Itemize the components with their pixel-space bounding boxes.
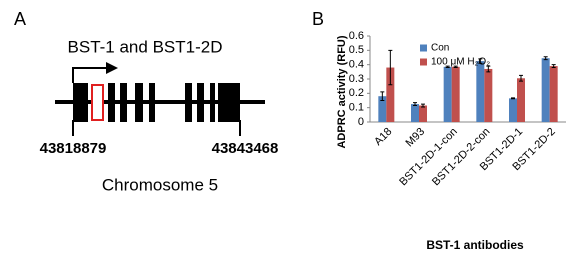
error-bar [445,65,450,69]
exon-highlight [91,84,104,121]
panel-label: B [312,9,324,29]
y-tick-label: 0.4 [349,59,364,71]
x-tick-label: A18 [372,126,394,148]
bar [443,66,452,122]
error-bar [388,49,393,86]
y-tick-label: 0 [358,116,364,128]
y-tick-label: 0.2 [349,87,364,99]
exon [135,83,143,122]
y-tick-label: 0.5 [349,44,364,56]
y-tick-label: 0.3 [349,73,364,85]
panel-b: B ADPRC activity (RFU) BST-1 antibodies … [312,9,566,252]
legend-label: Con [431,43,449,54]
chromosome-label: Chromosome 5 [102,175,218,194]
error-bar [413,102,417,107]
y-axis-title: ADPRC activity (RFU) [336,35,348,148]
x-tick-label: M93 [404,126,428,150]
bar [419,105,427,122]
y-tick-label: 0.1 [349,102,364,114]
exon [210,83,215,122]
legend-label: 100 μM H₂O₂ [431,57,490,68]
y-tick-label: 0.6 [349,30,364,42]
exon [120,83,127,122]
bar [378,96,387,122]
exon [73,83,88,122]
bar [411,104,419,122]
gene-title: BST-1 and BST1-2D [68,37,223,56]
legend-swatch [420,58,427,66]
panel-label: A [14,9,26,29]
bar [451,66,460,122]
bar [549,66,558,122]
bar [386,67,395,122]
error-bar [380,91,385,101]
panel-a: A BST-1 and BST1-2D 43818879 43843468 Ch… [14,9,278,195]
tss-arrowhead [106,62,118,74]
exon [197,83,204,122]
bar [541,58,550,122]
error-bar [421,103,425,108]
bar [476,61,485,122]
error-bar [519,74,523,82]
exon [218,83,240,122]
bar [484,68,493,122]
error-bar [486,65,491,73]
exon [149,83,155,122]
error-bar [543,56,548,61]
x-tick-label: BST1-2D-1-con [397,126,460,189]
bar [509,98,517,122]
end-coordinate: 43843468 [212,140,279,157]
legend-swatch [420,44,427,52]
error-bar [478,58,483,64]
tss-arrow [72,67,108,83]
x-tick-label: BST1-2D-2-con [430,126,493,189]
error-bar [551,64,556,69]
exon [108,83,115,122]
exon [185,83,192,122]
error-bar [453,65,458,69]
error-bar [511,97,515,100]
x-axis-title: BST-1 antibodies [426,238,524,252]
bar [517,78,525,122]
start-coordinate: 43818879 [40,140,107,157]
